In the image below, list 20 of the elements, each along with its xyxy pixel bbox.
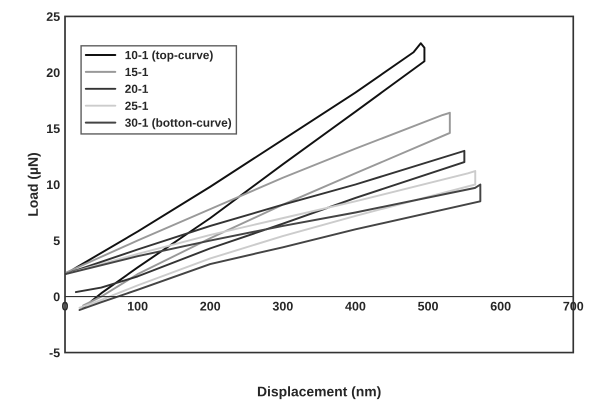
y-tick-label: -5	[50, 348, 60, 358]
legend-label: 15-1	[126, 68, 148, 76]
y-tick-label: 15	[47, 124, 60, 134]
y-tick-label: 25	[46, 12, 60, 22]
y-tick-label: 0	[54, 292, 60, 302]
legend-label: 30-1 (botton-curve)	[125, 118, 232, 130]
y-tick-label: 5	[54, 236, 60, 246]
y-tick-label: 20	[46, 68, 60, 78]
x-tick-label: 100	[128, 302, 148, 311]
x-tick-label: 200	[200, 302, 220, 311]
legend-label: 10-1 (top-curve)	[126, 50, 213, 62]
y-tick-label: 10	[47, 180, 60, 190]
legend-label: 20-1	[125, 84, 148, 94]
x-tick-label: 400	[345, 302, 366, 311]
x-tick-label: 500	[418, 302, 438, 311]
y-axis-title: Load (µN)	[28, 153, 41, 216]
x-tick-label: 300	[272, 302, 293, 311]
legend-label: 25-1	[125, 102, 148, 110]
x-tick-label: 600	[490, 302, 511, 311]
x-axis-title: Displacement (nm)	[258, 386, 381, 400]
